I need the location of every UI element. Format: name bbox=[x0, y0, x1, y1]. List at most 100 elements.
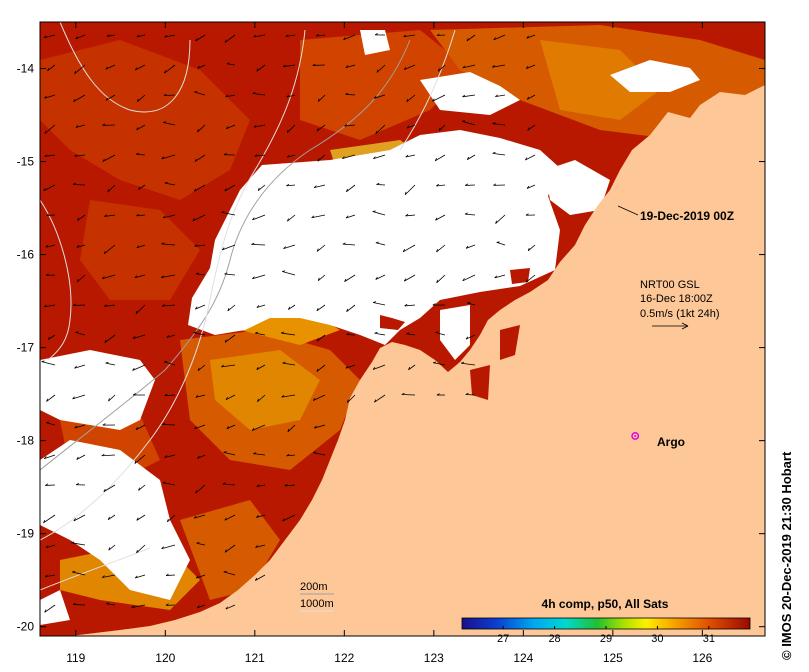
current-vector bbox=[466, 34, 476, 42]
argo-label: Argo bbox=[657, 435, 685, 449]
current-vector-head bbox=[132, 393, 136, 396]
current-vector-head bbox=[197, 65, 200, 69]
current-vector-head bbox=[408, 366, 411, 370]
current-vector-head bbox=[73, 98, 76, 102]
current-vector bbox=[343, 34, 356, 41]
current-vector-head bbox=[404, 191, 407, 195]
current-vector bbox=[403, 34, 416, 38]
current-vector-head bbox=[138, 186, 141, 190]
current-vector bbox=[281, 332, 296, 336]
current-vector bbox=[108, 544, 116, 551]
current-vector-head bbox=[102, 575, 105, 578]
current-vector-head bbox=[525, 66, 529, 69]
current-vector-head bbox=[404, 303, 408, 307]
current-vector-head bbox=[166, 335, 170, 338]
current-vector-head bbox=[224, 339, 227, 343]
current-vector-head bbox=[466, 38, 469, 42]
current-vector-head bbox=[254, 577, 258, 581]
current-vector bbox=[164, 34, 176, 38]
x-tick-label: 124 bbox=[513, 651, 533, 665]
current-vector-head bbox=[72, 602, 77, 605]
current-vector-head bbox=[375, 130, 378, 134]
current-vector-head bbox=[193, 188, 197, 192]
contour-label-200m: 200m bbox=[300, 581, 328, 593]
current-vector bbox=[286, 94, 296, 98]
current-vector-head bbox=[45, 483, 49, 486]
current-vector bbox=[195, 394, 206, 398]
current-vector-head bbox=[101, 453, 105, 457]
current-vector-head bbox=[287, 218, 289, 222]
current-vector-head bbox=[256, 484, 260, 487]
current-vector bbox=[462, 120, 476, 126]
current-vector-head bbox=[374, 331, 378, 334]
y-axis: -14 -15 -16 -17 -18 -19 -20 bbox=[17, 62, 765, 634]
current-vector-head bbox=[223, 153, 227, 156]
current-vector-head bbox=[162, 215, 166, 219]
current-vector-head bbox=[315, 34, 319, 37]
current-vector bbox=[194, 91, 206, 96]
current-vector bbox=[287, 214, 296, 222]
current-vector bbox=[166, 334, 176, 338]
current-vector-head bbox=[286, 129, 289, 133]
current-vector-head bbox=[403, 34, 407, 38]
current-vector bbox=[317, 154, 326, 162]
current-vector-head bbox=[136, 213, 140, 217]
current-vector-head bbox=[102, 158, 105, 162]
current-vector bbox=[257, 184, 266, 191]
current-vector bbox=[163, 122, 176, 126]
current-vector bbox=[193, 332, 206, 336]
current-vector bbox=[433, 362, 446, 366]
current-vector bbox=[46, 422, 56, 426]
current-vector bbox=[313, 394, 326, 401]
current-vector-head bbox=[223, 570, 227, 573]
colorbar-ticks: 27 28 29 30 31 bbox=[497, 626, 715, 645]
current-vector bbox=[282, 514, 296, 522]
current-vector bbox=[136, 153, 146, 156]
y-tick-label: -16 bbox=[17, 248, 35, 262]
current-vector bbox=[196, 574, 206, 579]
current-vector bbox=[226, 63, 236, 66]
coastal-inlets bbox=[440, 268, 530, 400]
current-vector-head bbox=[163, 93, 167, 96]
current-vector-head bbox=[224, 39, 227, 43]
current-vector bbox=[256, 484, 266, 487]
current-vector bbox=[492, 64, 506, 68]
current-vector bbox=[197, 124, 206, 133]
x-tick-label: 119 bbox=[66, 651, 85, 665]
current-vector bbox=[44, 454, 56, 459]
current-vector-head bbox=[281, 331, 285, 334]
current-vector-head bbox=[224, 188, 227, 192]
current-vector bbox=[436, 34, 446, 36]
current-vector-head bbox=[192, 218, 195, 222]
current-vector-head bbox=[312, 63, 316, 66]
current-vector-head bbox=[526, 185, 530, 189]
current-vector-head bbox=[406, 332, 410, 335]
current-vector bbox=[221, 364, 236, 368]
current-vector bbox=[287, 154, 296, 158]
current-vector-head bbox=[287, 428, 290, 432]
current-vector bbox=[527, 124, 536, 131]
current-vector bbox=[253, 124, 266, 128]
current-vector-head bbox=[317, 277, 320, 281]
current-vector bbox=[317, 94, 326, 102]
current-vector bbox=[164, 394, 176, 397]
current-vector-head bbox=[376, 182, 380, 185]
sst-colorbar: 4h comp, p50, All Sats 27 28 29 30 31 bbox=[461, 597, 751, 645]
current-vector-head bbox=[47, 67, 50, 71]
current-vector bbox=[162, 304, 176, 307]
current-vector-head bbox=[134, 575, 138, 579]
current-vector-head bbox=[225, 94, 229, 98]
current-vector bbox=[253, 34, 266, 38]
current-vector bbox=[316, 34, 326, 37]
current-vector bbox=[344, 274, 356, 282]
current-vector-head bbox=[195, 395, 199, 398]
current-vector bbox=[465, 334, 476, 340]
x-tick-label: 126 bbox=[692, 651, 712, 665]
current-vector bbox=[283, 64, 296, 68]
current-vector bbox=[252, 93, 266, 96]
current-vector-head bbox=[402, 249, 406, 253]
current-vector bbox=[223, 571, 236, 576]
current-vector-head bbox=[194, 158, 197, 162]
current-vector-head bbox=[282, 64, 286, 67]
current-vector bbox=[436, 184, 446, 187]
